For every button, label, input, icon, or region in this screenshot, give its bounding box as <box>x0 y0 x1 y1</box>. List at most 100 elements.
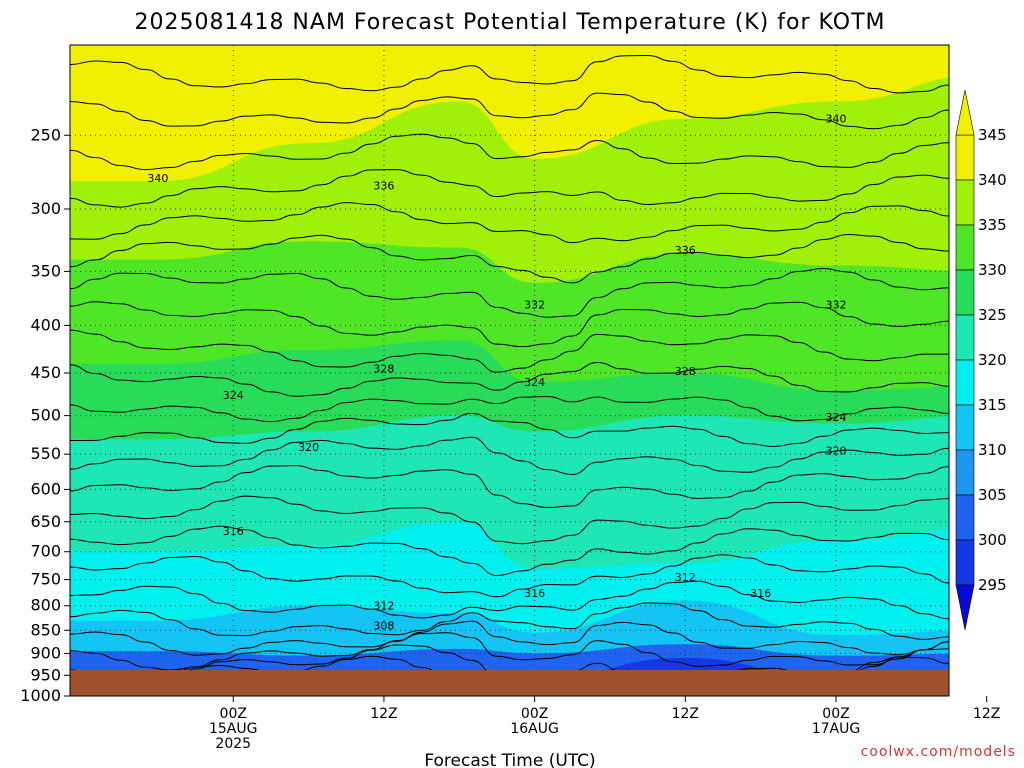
contour-label: 332 <box>825 299 846 312</box>
colorbar-tick-label: 345 <box>978 126 1007 144</box>
colorbar-tick-label: 315 <box>978 396 1007 414</box>
contour-label: 324 <box>524 376 545 389</box>
colorbar-segment <box>955 494 975 541</box>
contour-line <box>70 169 949 208</box>
contour-label: 312 <box>675 571 696 584</box>
y-tick-label: 800 <box>30 596 61 615</box>
contour-line <box>70 412 949 448</box>
y-tick-label: 700 <box>30 542 61 561</box>
contour-label: 328 <box>373 362 394 375</box>
colorbar-tick-label: 295 <box>978 576 1007 594</box>
contour-label: 316 <box>750 587 771 600</box>
grid-lines <box>70 45 949 670</box>
colorbar-tick-label: 320 <box>978 351 1007 369</box>
y-tick-label: 750 <box>30 570 61 589</box>
colorbar-segment <box>955 359 975 406</box>
colorbar-tick-label: 330 <box>978 261 1007 279</box>
y-tick-label: 850 <box>30 620 61 639</box>
y-tick-label: 400 <box>30 315 61 334</box>
contour-label: 320 <box>825 444 846 457</box>
colorbar-tick-label: 300 <box>978 531 1007 549</box>
plot-area: 3403363403443363363323323283283283243243… <box>70 45 997 670</box>
y-tick-label: 350 <box>30 261 61 280</box>
contour-label: 336 <box>675 244 696 257</box>
contour-label: 316 <box>976 554 997 567</box>
contour-labels: 3403363403443363363323323283283283243243… <box>147 113 997 633</box>
plot-frame <box>69 44 950 697</box>
x-tick-label: 00Z <box>220 706 247 722</box>
y-tick-label: 650 <box>30 512 61 531</box>
contour-label: 332 <box>524 299 545 312</box>
colorbar-tick-label: 340 <box>978 171 1007 189</box>
y-tick-label: 250 <box>30 125 61 144</box>
contour-label: 320 <box>298 441 319 454</box>
color-bands <box>70 45 949 670</box>
contour-line <box>70 301 949 348</box>
y-tick-label: 450 <box>30 363 61 382</box>
contour-line <box>70 436 949 475</box>
contour-label: 324 <box>223 389 244 402</box>
contour-line <box>70 580 949 620</box>
contour-line <box>70 329 949 373</box>
contour-line <box>70 620 949 656</box>
colorbar-segment <box>955 449 975 496</box>
colorbar-segment <box>955 314 975 361</box>
colorbar-tick-label: 305 <box>978 486 1007 504</box>
x-tick-label: 15AUG <box>209 721 258 737</box>
colorbar-segment <box>955 269 975 316</box>
x-axis-ticks: 00Z15AUG202512Z00Z16AUG12Z00Z17AUG12Z00Z… <box>209 696 1000 752</box>
contour-line <box>70 602 949 640</box>
colorbar-arrow-top <box>955 89 975 136</box>
contour-label: 336 <box>373 179 394 192</box>
contour-line <box>70 202 949 244</box>
contour-label: 340 <box>147 172 168 185</box>
contour-line <box>70 92 949 130</box>
contour-label: 328 <box>675 365 696 378</box>
contour-line <box>70 54 949 94</box>
x-tick-label: 00Z <box>521 706 548 722</box>
contour-line <box>70 632 949 670</box>
y-tick-label: 1000 <box>20 686 61 705</box>
x-tick-label: 2025 <box>215 736 251 752</box>
contour-line <box>70 396 949 423</box>
terrain-band <box>70 670 949 696</box>
x-tick-label: 12Z <box>973 706 1000 722</box>
x-axis-label: Forecast Time (UTC) <box>424 751 595 768</box>
colorbar-tick-label: 325 <box>978 306 1007 324</box>
contour-line <box>70 495 949 545</box>
y-tick-label: 950 <box>30 665 61 684</box>
x-tick-label: 12Z <box>370 706 397 722</box>
colorbar-segment <box>955 134 975 181</box>
contour-label: 340 <box>825 113 846 126</box>
colorbar: 295 300 305 310 315 320 325 330 335 340 345 <box>955 89 1007 631</box>
x-tick-label: 17AUG <box>812 721 861 737</box>
colorbar-segment <box>955 179 975 226</box>
contour-line <box>70 525 949 577</box>
y-tick-label: 300 <box>30 199 61 218</box>
colorbar-tick-label: 335 <box>978 216 1007 234</box>
contour-label: 324 <box>825 411 846 424</box>
x-tick-label: 00Z <box>822 706 849 722</box>
contour-line <box>70 361 949 397</box>
contour-line <box>183 655 949 670</box>
colorbar-segment <box>955 404 975 451</box>
y-tick-label: 550 <box>30 444 61 463</box>
contour-line <box>70 644 949 670</box>
contour-label: 308 <box>373 619 394 632</box>
contour-label: 316 <box>524 587 545 600</box>
colorbar-segment <box>955 539 975 586</box>
chart-title: 2025081418 NAM Forecast Potential Temper… <box>134 10 885 35</box>
contour-label: 316 <box>223 525 244 538</box>
x-tick-label: 16AUG <box>510 721 559 737</box>
contour-lines <box>70 54 949 670</box>
y-tick-label: 500 <box>30 406 61 425</box>
colorbar-tick-label: 310 <box>978 441 1007 459</box>
watermark: coolwx.com/models <box>861 744 1016 760</box>
contour-line <box>70 554 949 598</box>
contour-label: 312 <box>373 600 394 613</box>
colorbar-segment <box>955 224 975 271</box>
y-axis-ticks: 250 300 350 400 450 500 550 600 650 700 750 800 850 9… <box>20 125 70 705</box>
contour-line <box>70 234 949 284</box>
contour-line <box>70 267 949 318</box>
